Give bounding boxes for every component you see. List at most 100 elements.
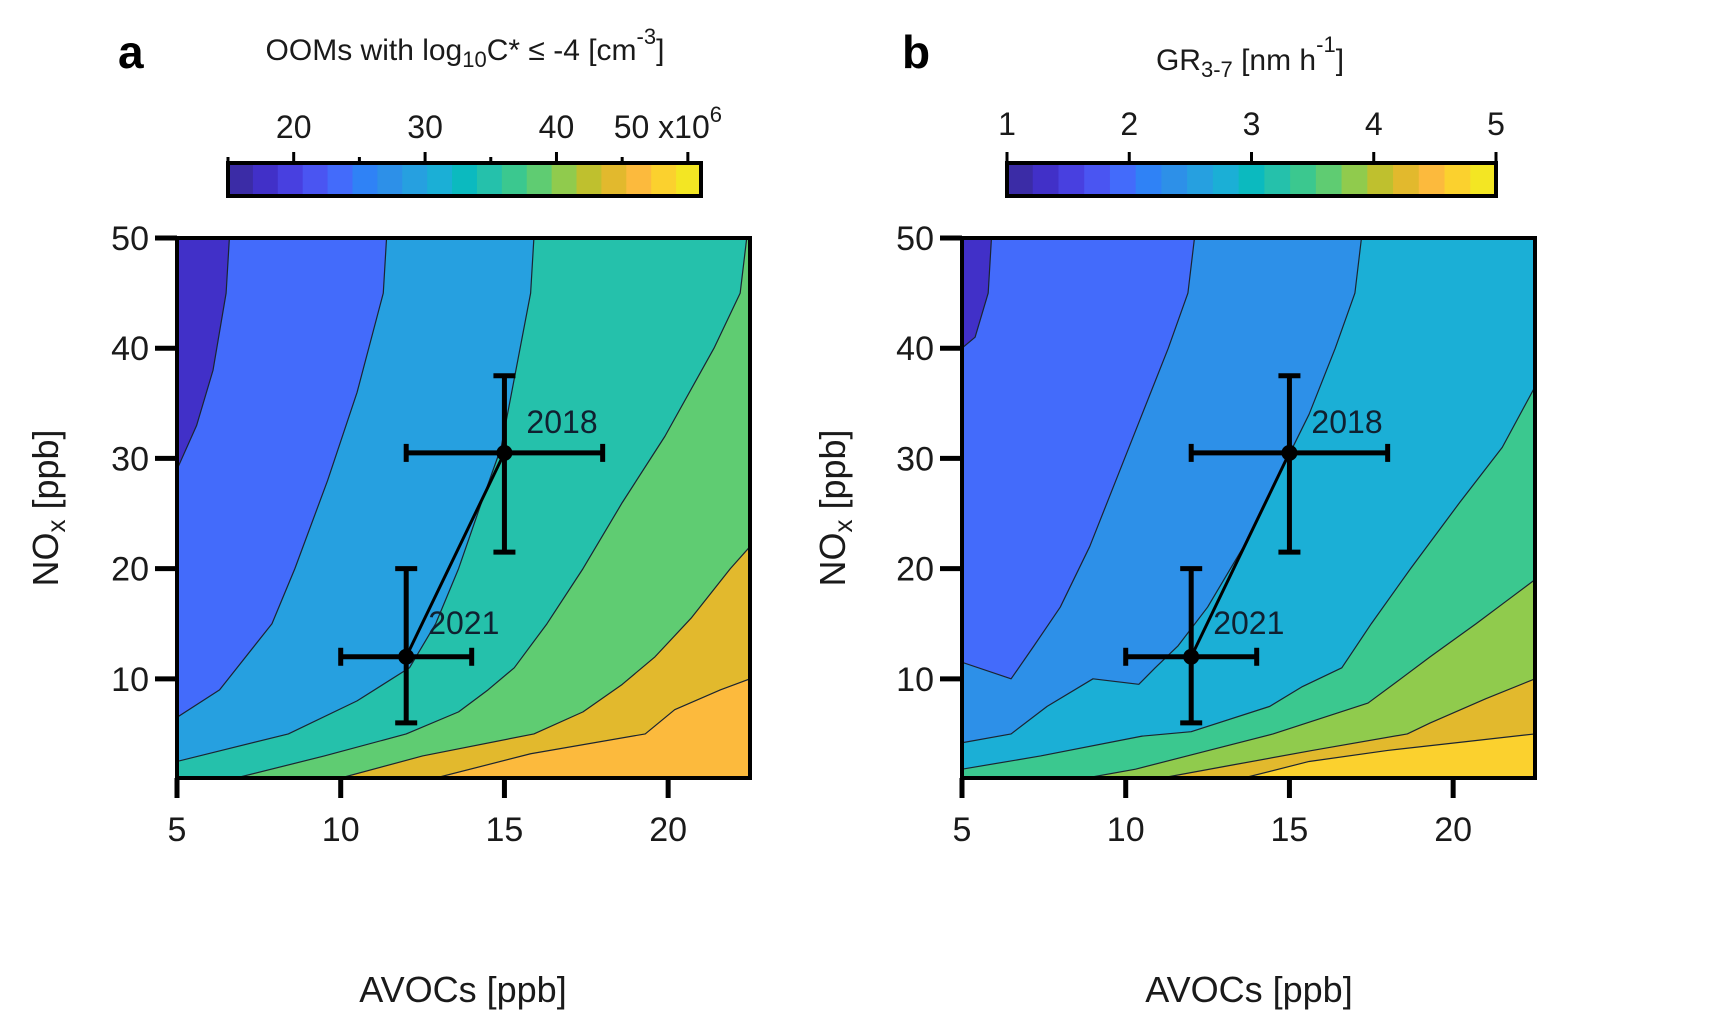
y-tick-label: 40	[111, 330, 149, 368]
contour-fills	[962, 238, 1535, 778]
colorbar-segment	[1135, 163, 1163, 196]
colorbar-multiplier-exponent: 6	[710, 102, 722, 127]
contour-region-4	[962, 238, 1535, 778]
colorbar-frame	[226, 161, 703, 198]
colorbar-segment	[1444, 163, 1471, 196]
colorbar-tick-label: 50 x106	[614, 102, 722, 145]
colorbar-tick-label: 40	[539, 109, 575, 145]
colorbar-segment	[1315, 163, 1343, 196]
colorbar-segment	[1032, 163, 1060, 196]
contour-line-6	[1161, 678, 1535, 778]
colorbar-segment	[1470, 163, 1497, 196]
contour-line-5	[1086, 579, 1535, 778]
colorbar-segment	[551, 163, 578, 196]
colorbar-b-title: GR3-7 [nm h-1]	[1156, 32, 1344, 82]
data-point-2018: 2018	[403, 373, 606, 555]
panel-letter-a: a	[118, 26, 144, 78]
contour-line-1	[962, 238, 993, 349]
data-point-2021: 2021	[338, 566, 499, 726]
x-tick-label: 20	[1434, 811, 1472, 849]
y-tick-label: 30	[111, 440, 149, 478]
y-axis-label-a: NOx [ppb]	[25, 429, 71, 586]
colorbar-tick-label: 4	[1365, 106, 1383, 142]
contour-line-4	[962, 386, 1535, 770]
colorbar-segment	[427, 163, 453, 196]
x-tick-label: 10	[322, 811, 360, 849]
colorbar-segment	[1238, 163, 1265, 196]
colorbar-segment	[1161, 163, 1188, 196]
contour-line-2	[962, 238, 1196, 680]
colorbar-segment	[1290, 163, 1317, 196]
colorbar-segment	[402, 163, 428, 196]
panel-b: b GR3-7 [nm h-1] 1 2 3 4 5 5 10 15 20 10 20 30 40 50…	[812, 26, 1537, 1010]
colorbar-segment	[1212, 163, 1240, 196]
x-tick-label: 5	[953, 811, 972, 849]
colorbar-segment	[1367, 163, 1394, 196]
colorbar-segment	[452, 163, 478, 196]
colorbar-tick-label: 3	[1243, 106, 1261, 142]
trajectory-line	[1189, 452, 1291, 658]
colorbar-segment	[1393, 163, 1420, 196]
colorbar-segment	[1058, 163, 1085, 196]
colorbar-segment	[526, 163, 553, 196]
point-marker	[398, 648, 415, 665]
contour-fills	[177, 238, 750, 778]
y-tick-label: 30	[896, 440, 934, 478]
colorbar-segment	[252, 163, 279, 196]
colorbar-segment	[476, 163, 503, 196]
y-tick-label: 20	[111, 551, 149, 589]
colorbar-a-title: OOMs with log10C* ≤ -4 [cm-3]	[266, 24, 665, 72]
contour-region-6	[1161, 238, 1535, 778]
colorbar-tick-label: 20	[276, 109, 312, 145]
contour-line-5	[340, 546, 750, 778]
point-label: 2018	[526, 404, 597, 440]
contour-line-6	[435, 678, 750, 778]
trajectory-line	[404, 452, 506, 658]
colorbar-segment	[1084, 163, 1111, 196]
x-tick-label: 15	[1271, 811, 1309, 849]
colorbar-segment	[676, 163, 702, 196]
x-axis-label-a: AVOCs [ppb]	[359, 969, 566, 1010]
panel-a: a OOMs with log10C* ≤ -4 [cm-3] 20 30 40 50…	[25, 24, 752, 1010]
colorbar-a: 20 30 40 50 x106	[226, 102, 722, 198]
colorbar-segment	[377, 163, 403, 196]
plot-frame	[175, 236, 752, 780]
data-point-2021: 2021	[1123, 566, 1284, 726]
colorbar-segment	[1341, 163, 1368, 196]
contour-line-1	[177, 238, 230, 470]
plot-a: 5 10 15 20 10 20 30 40 50 2018 2021	[111, 220, 752, 849]
colorbar-segment	[1109, 163, 1137, 196]
colorbar-tick-label: 5	[1487, 106, 1505, 142]
colorbar-b: 1 2 3 4 5	[998, 106, 1505, 198]
colorbar-tick-label: 1	[998, 106, 1016, 142]
contour-line-3	[177, 238, 535, 763]
panel-letter-b: b	[902, 26, 930, 78]
colorbar-segment	[1007, 163, 1034, 196]
point-label: 2021	[1213, 605, 1284, 641]
x-tick-label: 20	[649, 811, 687, 849]
contour-region-4	[235, 238, 750, 778]
y-axis-label-b: NOx [ppb]	[812, 429, 858, 586]
x-tick-label: 15	[486, 811, 524, 849]
x-tick-label: 10	[1107, 811, 1145, 849]
y-tick-label: 50	[111, 220, 149, 258]
contour-line-2	[177, 238, 388, 718]
plot-b: 5 10 15 20 10 20 30 40 50 2018 2021	[896, 220, 1537, 849]
x-tick-label: 5	[168, 811, 187, 849]
colorbar-segment	[626, 163, 652, 196]
y-tick-label: 10	[111, 661, 149, 699]
point-label: 2018	[1311, 404, 1382, 440]
y-tick-label: 20	[896, 551, 934, 589]
point-marker	[1183, 648, 1200, 665]
contour-line-4	[235, 238, 748, 778]
data-point-2018: 2018	[1188, 373, 1391, 555]
y-tick-label: 10	[896, 661, 934, 699]
colorbar-segment	[327, 163, 354, 196]
colorbar-tick-label: 2	[1120, 106, 1138, 142]
point-marker	[1281, 444, 1298, 461]
colorbar-segment	[576, 163, 603, 196]
y-tick-label: 50	[896, 220, 934, 258]
contour-region-6	[435, 238, 750, 778]
colorbar-segment	[601, 163, 627, 196]
